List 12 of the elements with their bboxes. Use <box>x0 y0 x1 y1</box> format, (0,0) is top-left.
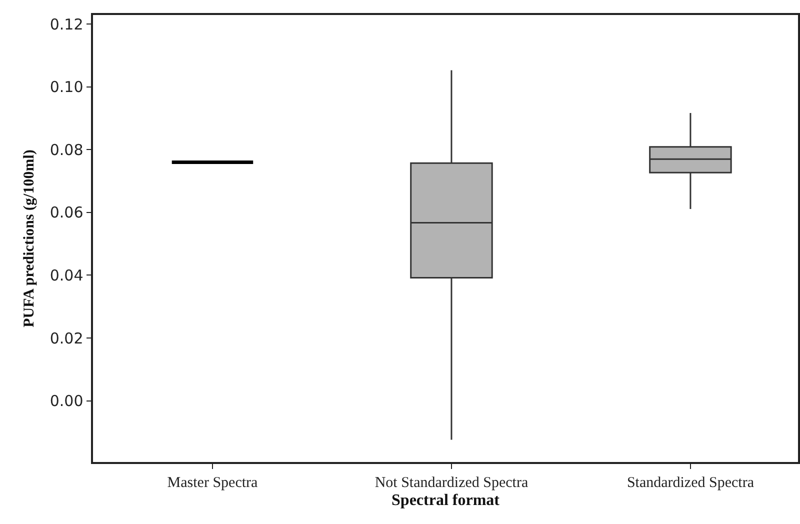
y-tick-label: 0.06 <box>50 204 84 222</box>
y-tick-label: 0.12 <box>50 15 84 34</box>
y-tick-label: 0.10 <box>50 78 84 96</box>
y-tick-label: 0.08 <box>50 140 84 159</box>
y-axis-title: PUFA predictions (g/100ml) <box>22 150 38 328</box>
x-tick-label: Not Standardized Spectra <box>374 474 528 491</box>
x-axis-title: Spectral format <box>392 492 500 509</box>
y-tick-label: 0.02 <box>50 329 84 348</box>
y-tick-label: 0.04 <box>50 266 84 284</box>
y-tick-label: 0.00 <box>50 392 84 410</box>
x-tick-label: Master Spectra <box>167 474 258 491</box>
x-tick-label: Standardized Spectra <box>626 474 754 491</box>
